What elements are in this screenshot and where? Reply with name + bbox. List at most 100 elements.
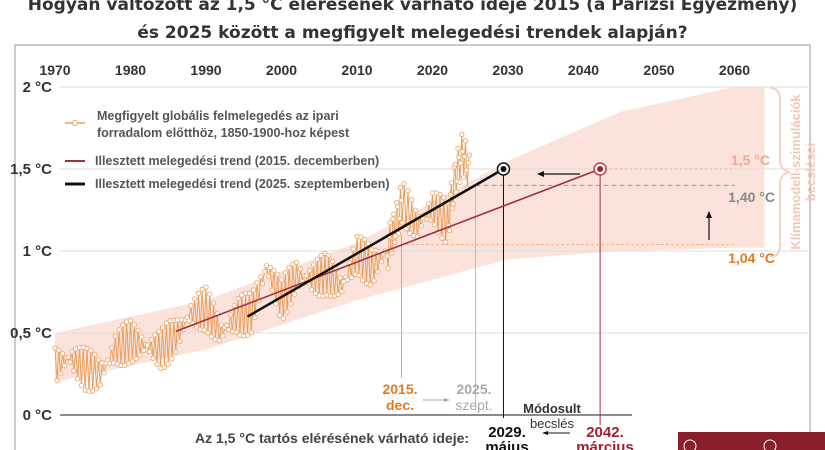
observed-point	[275, 271, 281, 277]
observed-point	[150, 355, 156, 361]
observed-point	[280, 315, 286, 321]
observed-point	[278, 277, 285, 283]
observed-point	[152, 332, 158, 338]
observed-point	[116, 327, 122, 333]
observed-point	[428, 217, 434, 223]
band-brace	[769, 87, 791, 258]
estimate-label: becslés	[530, 416, 575, 431]
observed-point	[78, 382, 85, 388]
observed-point	[156, 328, 162, 335]
observed-point	[269, 287, 275, 294]
observed-point	[443, 239, 449, 245]
observed-point	[460, 148, 466, 155]
observed-point	[205, 329, 211, 336]
date-2025-month: szept.	[455, 397, 492, 413]
observed-point	[254, 280, 260, 286]
observed-point	[466, 152, 472, 158]
observed-point	[56, 347, 62, 353]
observed-point	[95, 357, 102, 363]
observed-point	[282, 270, 288, 276]
observed-point	[309, 287, 315, 293]
observed-point	[163, 320, 169, 326]
observed-point	[90, 388, 96, 394]
observed-point	[58, 371, 64, 377]
observed-point	[52, 345, 58, 351]
observed-point	[146, 348, 152, 355]
observed-point	[407, 230, 413, 236]
level-1-40-label: 1,40 °C	[728, 189, 775, 205]
observed-point	[398, 197, 404, 204]
observed-point	[218, 322, 224, 328]
x-tick-label: 1990	[190, 62, 221, 78]
trend-2025-endpoint-dot	[500, 166, 507, 172]
observed-point	[437, 191, 443, 198]
legend-observed-marker	[72, 120, 78, 126]
chart-title: Hogyan változott az 1,5 °C elérésének vá…	[0, 0, 825, 47]
model-band-right	[734, 87, 765, 248]
x-tick-label: 1980	[115, 62, 146, 78]
date-2029-year: 2029.	[488, 424, 526, 441]
observed-point	[284, 309, 290, 315]
x-tick-label: 2060	[719, 62, 750, 78]
y-tick-label: 0,5 °C	[10, 325, 52, 342]
title-line-2: és 2025 között a megfigyelt melegedési t…	[137, 23, 688, 43]
observed-point	[384, 253, 390, 259]
x-tick-label: 2020	[417, 62, 448, 78]
modified-label: Módosult	[523, 401, 581, 416]
observed-point	[356, 272, 362, 278]
observed-point	[161, 364, 168, 370]
observed-point	[462, 138, 469, 144]
observed-point	[207, 291, 213, 297]
observed-point	[210, 300, 217, 306]
observed-point	[88, 347, 94, 354]
observed-point	[389, 250, 395, 256]
observed-point	[277, 312, 283, 318]
observed-point	[193, 324, 200, 330]
date-2025-year: 2025.	[456, 381, 491, 397]
observed-point	[216, 337, 222, 344]
observed-point	[248, 329, 254, 336]
observed-point	[159, 324, 166, 331]
observed-point	[409, 197, 415, 203]
observed-point	[391, 211, 397, 217]
observed-point	[129, 358, 135, 364]
observed-point	[297, 266, 303, 272]
observed-point	[169, 356, 175, 362]
observed-point	[447, 192, 454, 198]
observed-point	[199, 286, 205, 292]
observed-point	[367, 282, 373, 288]
bottom-label: Az 1,5 °C tartós elérésének várható idej…	[195, 430, 469, 446]
observed-point	[449, 205, 455, 211]
left-arrowhead-icon	[537, 171, 544, 177]
trend-2025-line	[246, 167, 505, 318]
observed-point	[396, 215, 403, 222]
observed-point	[401, 180, 407, 187]
observed-point	[312, 290, 319, 297]
observed-point	[378, 258, 385, 265]
observed-point	[293, 259, 300, 266]
observed-point	[120, 322, 126, 328]
observed-point	[310, 262, 317, 268]
x-tick-label: 2010	[341, 62, 372, 78]
observed-point	[392, 239, 398, 245]
legend-observed-line1: Megfigyelt globális felmelegedés az ipar…	[97, 109, 339, 123]
observed-point	[439, 235, 445, 241]
observed-point	[450, 201, 456, 207]
observed-point	[112, 333, 119, 339]
y-tick-label: 2 °C	[23, 79, 53, 96]
observed-point	[448, 180, 454, 186]
copernicus-logo	[678, 432, 825, 450]
observed-point	[93, 385, 100, 392]
observed-point	[59, 351, 66, 357]
observed-point	[314, 256, 320, 262]
observed-point	[126, 360, 132, 366]
observed-point	[252, 314, 258, 321]
y-tick-label: 1 °C	[23, 243, 53, 260]
observed-point	[326, 252, 332, 258]
observed-point	[348, 274, 354, 281]
x-tick-label: 2030	[492, 62, 523, 78]
observed-point	[220, 333, 226, 339]
observed-point	[390, 216, 396, 222]
observed-point	[97, 382, 103, 388]
observed-point	[71, 368, 77, 374]
